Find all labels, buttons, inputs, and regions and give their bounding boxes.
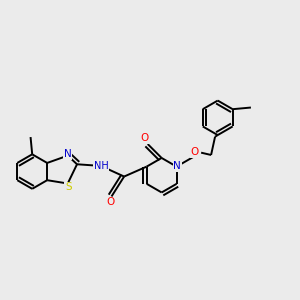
- Text: S: S: [65, 182, 72, 193]
- Text: O: O: [190, 147, 199, 157]
- Text: O: O: [107, 197, 115, 207]
- Text: N: N: [64, 149, 72, 159]
- Text: O: O: [140, 133, 148, 143]
- Text: N: N: [173, 161, 181, 171]
- Text: NH: NH: [94, 161, 108, 171]
